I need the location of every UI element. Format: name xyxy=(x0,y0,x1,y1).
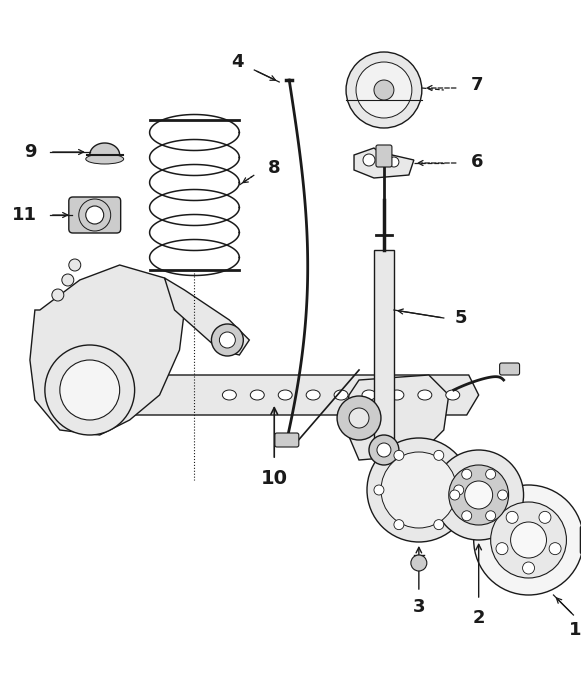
Circle shape xyxy=(363,154,375,166)
Text: 8: 8 xyxy=(268,159,280,177)
Circle shape xyxy=(491,502,567,578)
FancyBboxPatch shape xyxy=(376,145,392,167)
Circle shape xyxy=(389,157,399,167)
Ellipse shape xyxy=(362,390,376,400)
Circle shape xyxy=(434,450,524,540)
Circle shape xyxy=(369,435,399,465)
Circle shape xyxy=(496,543,508,554)
Circle shape xyxy=(394,450,404,460)
Bar xyxy=(374,250,394,440)
Text: 4: 4 xyxy=(231,53,244,71)
Circle shape xyxy=(522,562,535,574)
Circle shape xyxy=(346,52,422,128)
Circle shape xyxy=(384,458,404,478)
Text: 6: 6 xyxy=(470,153,483,171)
FancyBboxPatch shape xyxy=(69,197,121,233)
Circle shape xyxy=(69,259,81,271)
Text: 1: 1 xyxy=(569,621,582,639)
Circle shape xyxy=(374,485,384,495)
Ellipse shape xyxy=(390,390,404,400)
Polygon shape xyxy=(354,148,414,178)
Ellipse shape xyxy=(306,390,320,400)
Circle shape xyxy=(367,438,470,542)
Text: 2: 2 xyxy=(472,609,485,627)
Polygon shape xyxy=(108,375,479,415)
Ellipse shape xyxy=(334,390,348,400)
Circle shape xyxy=(381,452,456,528)
Circle shape xyxy=(60,360,120,420)
FancyBboxPatch shape xyxy=(581,526,583,554)
Circle shape xyxy=(86,206,104,224)
Circle shape xyxy=(374,80,394,100)
Circle shape xyxy=(449,465,508,525)
Ellipse shape xyxy=(446,390,460,400)
Circle shape xyxy=(462,511,472,521)
Circle shape xyxy=(212,324,243,356)
Circle shape xyxy=(486,511,496,521)
Circle shape xyxy=(356,62,412,118)
Text: 5: 5 xyxy=(455,309,467,327)
Circle shape xyxy=(434,520,444,529)
Ellipse shape xyxy=(86,154,124,164)
FancyBboxPatch shape xyxy=(500,363,519,375)
Circle shape xyxy=(462,469,472,479)
Circle shape xyxy=(337,396,381,440)
Text: 9: 9 xyxy=(24,143,36,161)
Circle shape xyxy=(498,490,508,500)
Circle shape xyxy=(411,555,427,571)
Circle shape xyxy=(549,543,561,554)
Circle shape xyxy=(511,522,546,558)
FancyBboxPatch shape xyxy=(275,433,299,447)
Circle shape xyxy=(349,408,369,428)
Circle shape xyxy=(394,520,404,529)
Circle shape xyxy=(52,289,64,301)
Circle shape xyxy=(62,274,74,286)
Circle shape xyxy=(474,485,583,595)
Circle shape xyxy=(486,469,496,479)
Circle shape xyxy=(465,481,493,509)
Circle shape xyxy=(377,443,391,457)
Polygon shape xyxy=(164,278,250,355)
Text: 7: 7 xyxy=(470,76,483,94)
Text: 10: 10 xyxy=(261,468,288,487)
Circle shape xyxy=(454,485,463,495)
Polygon shape xyxy=(344,375,449,460)
Ellipse shape xyxy=(250,390,264,400)
Ellipse shape xyxy=(278,390,292,400)
Circle shape xyxy=(45,345,135,435)
Circle shape xyxy=(449,490,460,500)
Polygon shape xyxy=(30,265,184,435)
Ellipse shape xyxy=(418,390,432,400)
Circle shape xyxy=(506,511,518,523)
Polygon shape xyxy=(90,143,120,155)
Circle shape xyxy=(219,332,236,348)
Ellipse shape xyxy=(222,390,236,400)
Text: 11: 11 xyxy=(12,206,37,224)
Text: 3: 3 xyxy=(413,598,425,616)
Circle shape xyxy=(434,450,444,460)
Circle shape xyxy=(539,511,551,523)
